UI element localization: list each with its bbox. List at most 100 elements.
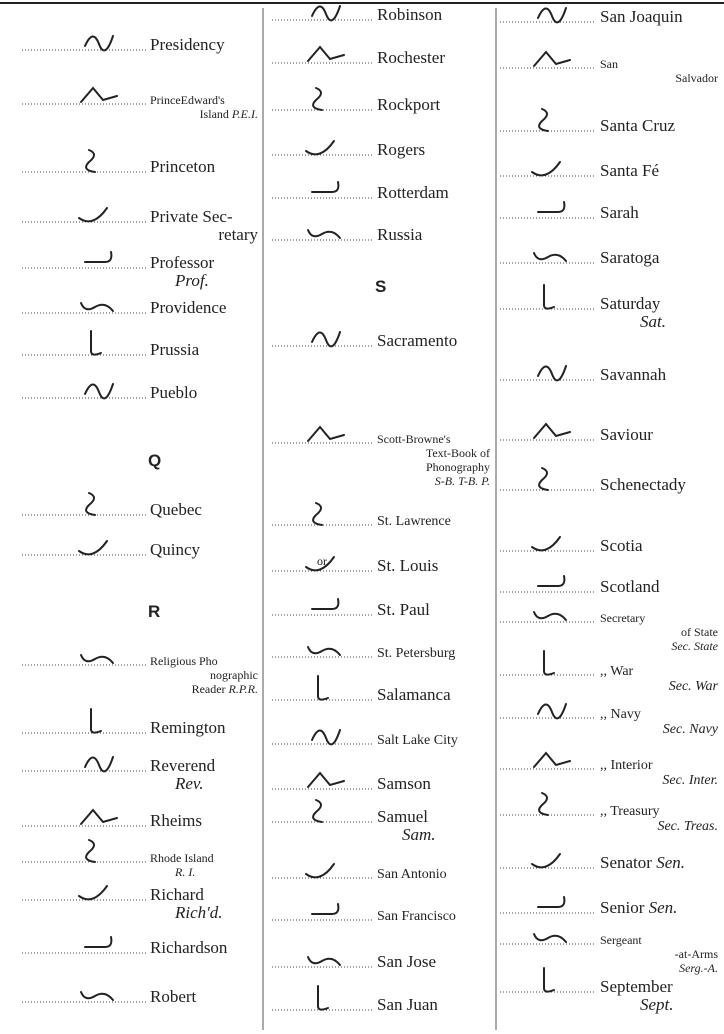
entry-term: Senior Sen. [600,898,677,917]
term-line: Saturday [600,294,661,313]
entry: Robinson [272,5,443,24]
term-line: St. Petersburg [377,646,455,661]
entry-term: St. Louis [377,556,438,575]
shorthand-outline [80,86,118,103]
term-line: retary [218,225,258,244]
entry-term: Quebec [150,500,202,519]
entry: Sacramento [272,331,457,350]
shorthand-outline [311,331,341,348]
shorthand-outline [311,729,341,746]
abbreviation: Sec. War [669,679,719,694]
entry: Rockport [272,87,441,114]
shorthand-outline [311,598,340,610]
entry: San Salvador [500,50,718,85]
term-line: Santa Cruz [600,116,676,135]
shorthand-outline [305,556,335,572]
entry-term: Professor [150,253,215,272]
term-line: Saviour [600,425,653,444]
entry-term: Robinson [377,5,443,24]
entry-term: Sarah [600,203,639,222]
entry: Sarah [500,201,639,222]
entry: Private Sec-retary [22,207,258,244]
section-heading: Q [148,451,161,470]
term-line: Reverend [150,756,216,775]
entry-term: Prussia [150,340,200,359]
abbreviation: Sec. Treas. [657,819,718,834]
shorthand-outline [80,808,118,825]
abbreviation: Rev. [174,774,203,793]
term-line: Samuel [377,807,428,826]
abbreviation: S-B. T-B. P. [435,474,490,488]
shorthand-outline [307,771,345,788]
entry: San Joaquin [500,7,683,26]
abbreviation: R.P.R. [228,682,258,696]
term-line: Text-Book of [426,446,490,460]
entry-term: San [600,57,618,71]
entry-term: Reader R.P.R. [192,682,258,696]
abbreviation: Sec. Inter. [662,773,718,788]
shorthand-outline [307,229,341,239]
entry-term: Salamanca [377,685,451,704]
entry-term: St. Paul [377,600,430,619]
term-line: San [600,57,618,71]
term-line: Rockport [377,95,441,114]
shorthand-outline [307,425,345,442]
entry: Senator Sen. [500,853,685,872]
shorthand-outline [538,108,549,132]
term-line: Rogers [377,140,425,159]
term-line: -at-Arms [675,947,719,961]
term-line: ,, Treasury [600,804,660,819]
entry-term: Text-Book of [426,446,490,460]
shorthand-outline [543,650,555,676]
entry-term: Savannah [600,365,667,384]
term-line: Richard [150,885,204,904]
term-line: St. Lawrence [377,514,451,529]
entry-term: Pueblo [150,383,197,402]
entry-term: Presidency [150,35,225,54]
term-line: Quincy [150,540,201,559]
entry: Savannah [500,365,667,384]
entry: San Juan [272,985,438,1014]
term-line: Salt Lake City [377,733,458,748]
term-line: Rochester [377,48,445,67]
entry: Santa Cruz [500,108,676,135]
entry-term: Reverend [150,756,216,775]
term-line: Robinson [377,5,443,24]
entry-term: September [600,977,673,996]
entry-term: Salt Lake City [377,733,458,748]
entry: Quebec [22,492,202,519]
entry: San Antonio [272,863,447,882]
term-line: Religious Pho [150,654,218,668]
entry: San Jose [272,952,436,971]
abbreviation: P.E.I. [231,107,258,121]
term-line: Russia [377,225,423,244]
abbreviation: Sam. [402,825,436,844]
term-line: Sarah [600,203,639,222]
entry-term: Saturday [600,294,661,313]
shorthand-outline [305,863,335,879]
entry: Senior Sen. [500,896,677,917]
entry-term: Remington [150,718,226,737]
entry-term: Saviour [600,425,653,444]
entry: Rheims [22,808,202,830]
entry-term: Richardson [150,938,228,957]
entry-term: Scotia [600,536,643,555]
shorthand-outline [312,87,323,111]
entry: San Francisco [272,903,456,924]
entry: Princeton [22,149,216,176]
entry-term: Richard [150,885,204,904]
term-line: Salamanca [377,685,451,704]
term-line: Rhode Island [150,851,214,865]
entry-term: retary [218,225,258,244]
shorthand-outline [533,252,567,262]
term-line: Reader [192,682,226,696]
shorthand-outline [78,540,108,556]
shorthand-outline [80,302,114,312]
term-line: Schenectady [600,475,686,494]
term-line: Richardson [150,938,228,957]
